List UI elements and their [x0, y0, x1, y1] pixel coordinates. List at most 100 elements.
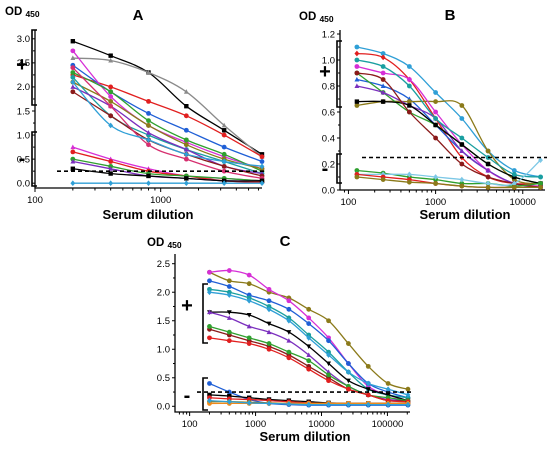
data-point: [286, 317, 292, 324]
data-point: [70, 149, 76, 155]
data-point: [207, 309, 212, 315]
data-point: [511, 185, 517, 190]
data-point: [407, 103, 412, 108]
data-point: [406, 99, 412, 104]
data-point: [183, 156, 189, 162]
y-tick-label: 1.5: [157, 316, 170, 327]
y-tick-label: 0.0: [322, 185, 335, 196]
data-point: [70, 166, 76, 171]
data-point: [246, 313, 252, 318]
data-point: [354, 83, 360, 88]
data-point: [326, 401, 331, 408]
data-point: [538, 185, 543, 190]
data-point: [380, 89, 386, 95]
data-point: [246, 335, 252, 341]
data-point: [70, 84, 76, 89]
y-tick-label: 2.5: [157, 259, 170, 270]
data-point: [306, 334, 312, 341]
data-point: [405, 392, 411, 398]
data-point: [380, 64, 386, 69]
series-line: [72, 40, 263, 155]
data-point: [146, 180, 151, 187]
data-point: [70, 180, 76, 187]
data-point: [406, 109, 412, 115]
positive-group-label: +: [181, 295, 193, 317]
data-point: [146, 137, 151, 143]
data-point: [346, 386, 351, 392]
y-tick-label: 0.5: [157, 373, 170, 384]
x-axis-label: Serum dilution: [420, 207, 511, 222]
data-point: [259, 159, 265, 164]
data-point: [326, 378, 331, 384]
data-point: [485, 148, 491, 154]
data-point: [226, 284, 232, 289]
data-point: [226, 278, 232, 284]
data-point: [306, 321, 312, 326]
data-point: [346, 361, 351, 366]
data-point: [184, 176, 189, 181]
data-point: [226, 315, 232, 320]
data-point: [365, 392, 371, 398]
data-point: [485, 180, 491, 187]
y-axis-label: OD 450: [147, 237, 182, 250]
y-tick-label: 0.0: [157, 402, 170, 413]
data-point: [183, 142, 189, 148]
y-tick-label: 2.0: [157, 288, 170, 299]
data-point: [406, 83, 412, 89]
data-point: [326, 372, 331, 378]
data-point: [433, 116, 438, 121]
data-point: [146, 123, 151, 128]
series-line: [72, 86, 263, 175]
data-point: [538, 157, 543, 163]
data-point: [326, 361, 331, 367]
data-point: [385, 392, 391, 398]
series-group: [354, 44, 543, 190]
y-tick-label: 0.4: [322, 133, 335, 144]
axes: [34, 30, 262, 189]
series-line: [72, 158, 263, 182]
data-point: [286, 330, 292, 335]
negative-bracket: [31, 131, 37, 187]
data-point: [226, 398, 232, 405]
data-point: [207, 324, 212, 329]
data-point: [226, 389, 232, 395]
data-point: [354, 174, 360, 180]
series-line: [72, 81, 263, 167]
data-point: [511, 180, 517, 187]
x-tick-label: 100: [27, 195, 43, 206]
data-point: [485, 174, 491, 180]
data-point: [433, 122, 438, 128]
data-point: [459, 183, 465, 189]
data-point: [354, 168, 360, 173]
data-point: [246, 341, 252, 346]
data-point: [266, 321, 272, 327]
data-point: [406, 179, 412, 185]
data-point: [226, 268, 232, 273]
data-point: [380, 77, 386, 82]
x-axis-label: Serum dilution: [103, 207, 194, 222]
data-point: [70, 65, 76, 71]
data-point: [70, 74, 76, 80]
data-point: [70, 144, 76, 150]
data-point: [70, 79, 76, 85]
data-point: [354, 57, 360, 63]
series-line: [209, 288, 408, 399]
y-tick-label: 1.5: [17, 106, 30, 117]
data-point: [380, 177, 386, 183]
data-point: [286, 306, 292, 312]
data-point: [345, 378, 351, 384]
data-point: [406, 77, 412, 82]
data-point: [259, 163, 265, 170]
data-point: [405, 401, 411, 408]
panel-label: B: [445, 7, 456, 24]
data-point: [146, 98, 151, 104]
data-point: [538, 181, 543, 186]
data-point: [433, 99, 438, 104]
data-point: [146, 130, 151, 135]
data-point: [385, 401, 391, 408]
data-point: [146, 118, 151, 124]
data-point: [108, 113, 114, 119]
data-point: [459, 161, 465, 167]
data-point: [380, 83, 386, 88]
